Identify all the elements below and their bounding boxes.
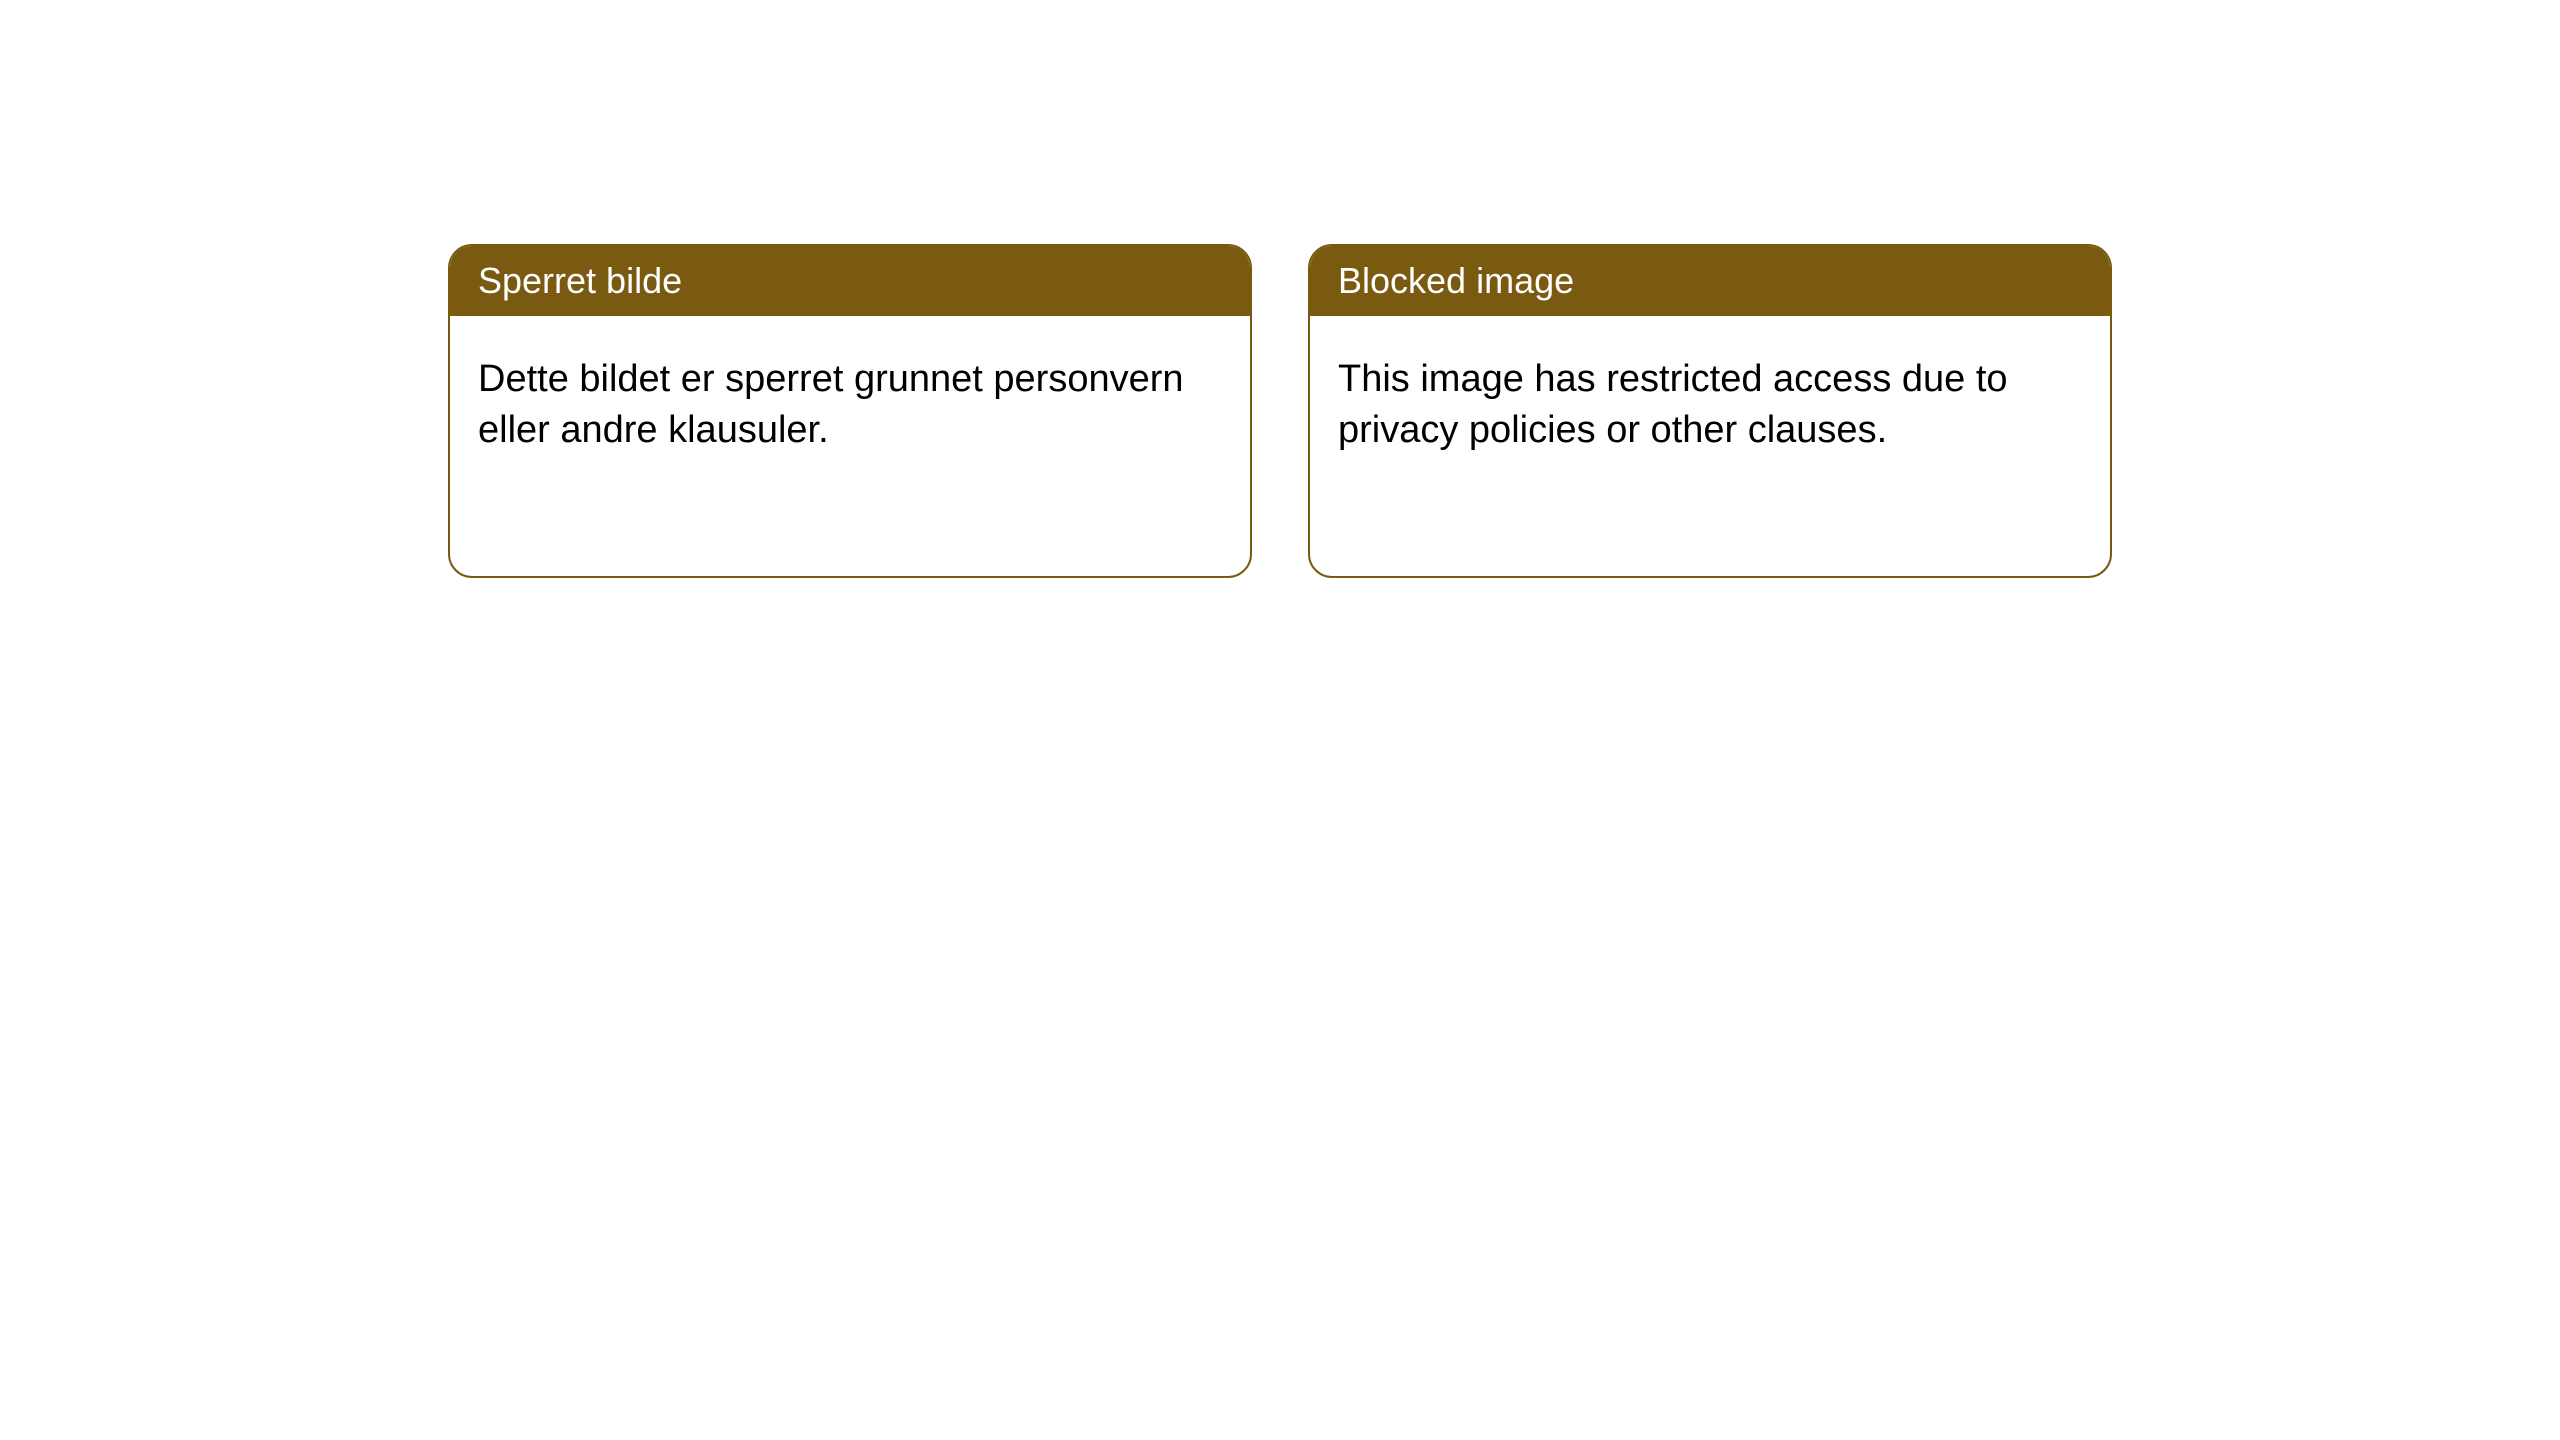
card-header: Blocked image <box>1310 246 2110 316</box>
card-body: Dette bildet er sperret grunnet personve… <box>450 316 1250 495</box>
card-title: Blocked image <box>1338 260 1574 301</box>
notice-card-norwegian: Sperret bilde Dette bildet er sperret gr… <box>448 244 1252 578</box>
card-message: This image has restricted access due to … <box>1338 358 2008 451</box>
card-body: This image has restricted access due to … <box>1310 316 2110 495</box>
card-message: Dette bildet er sperret grunnet personve… <box>478 358 1184 451</box>
card-header: Sperret bilde <box>450 246 1250 316</box>
notice-card-english: Blocked image This image has restricted … <box>1308 244 2112 578</box>
card-title: Sperret bilde <box>478 260 682 301</box>
notice-container: Sperret bilde Dette bildet er sperret gr… <box>448 244 2112 578</box>
